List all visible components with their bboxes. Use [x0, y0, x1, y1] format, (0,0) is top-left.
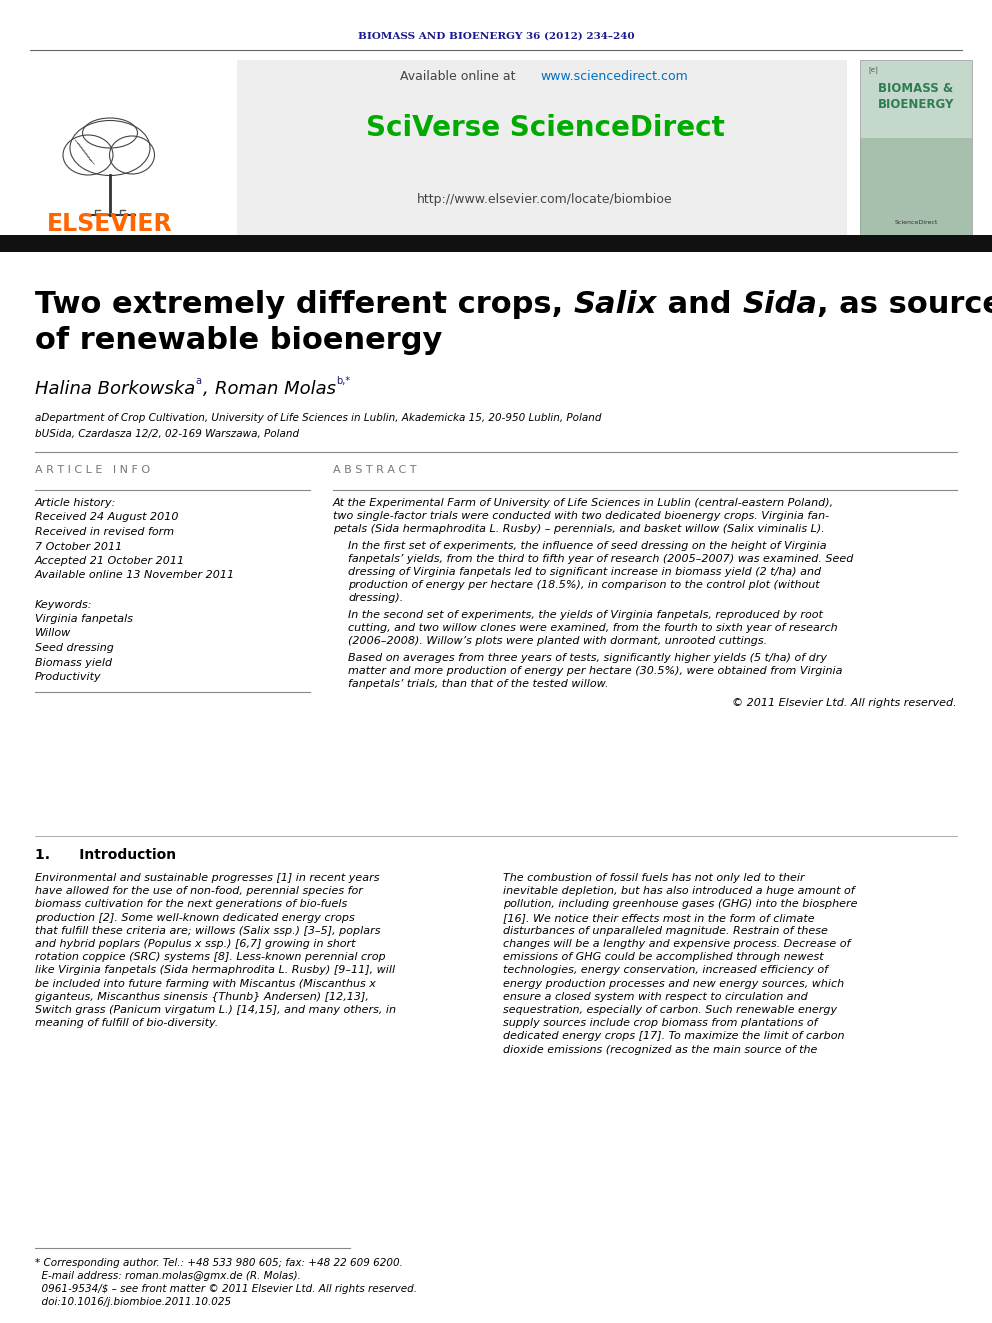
Text: ELSEVIER: ELSEVIER — [48, 212, 173, 235]
Text: like Virginia fanpetals (Sida hermaphrodita L. Rusby) [9–11], will: like Virginia fanpetals (Sida hermaphrod… — [35, 966, 395, 975]
Text: biomass cultivation for the next generations of bio-fuels: biomass cultivation for the next generat… — [35, 900, 347, 909]
Text: (2006–2008). Willow’s plots were planted with dormant, unrooted cuttings.: (2006–2008). Willow’s plots were planted… — [348, 636, 767, 646]
Text: dressing).: dressing). — [348, 593, 404, 603]
Text: Received 24 August 2010: Received 24 August 2010 — [35, 512, 179, 523]
Text: matter and more production of energy per hectare (30.5%), were obtained from Vir: matter and more production of energy per… — [348, 665, 842, 676]
Text: two single-factor trials were conducted with two dedicated bioenergy crops. Virg: two single-factor trials were conducted … — [333, 511, 829, 521]
Text: aDepartment of Crop Cultivation, University of Life Sciences in Lublin, Akademic: aDepartment of Crop Cultivation, Univers… — [35, 413, 601, 423]
Text: [16]. We notice their effects most in the form of climate: [16]. We notice their effects most in th… — [503, 913, 814, 922]
Text: Seed dressing: Seed dressing — [35, 643, 114, 654]
Text: energy production processes and new energy sources, which: energy production processes and new ener… — [503, 979, 844, 988]
Text: and: and — [657, 290, 742, 319]
Text: technologies, energy conservation, increased efficiency of: technologies, energy conservation, incre… — [503, 966, 828, 975]
Text: b,*: b,* — [335, 376, 350, 386]
Text: © 2011 Elsevier Ltd. All rights reserved.: © 2011 Elsevier Ltd. All rights reserved… — [732, 699, 957, 708]
Text: bUSida, Czardasza 12/2, 02-169 Warszawa, Poland: bUSida, Czardasza 12/2, 02-169 Warszawa,… — [35, 429, 300, 439]
Bar — [860, 60, 972, 238]
Text: BIOENERGY: BIOENERGY — [878, 98, 954, 111]
Text: Halina Borkowska: Halina Borkowska — [35, 380, 195, 398]
Text: Productivity: Productivity — [35, 672, 101, 681]
Text: Switch grass (Panicum virgatum L.) [14,15], and many others, in: Switch grass (Panicum virgatum L.) [14,1… — [35, 1005, 396, 1015]
Text: Virginia fanpetals: Virginia fanpetals — [35, 614, 133, 624]
Text: In the first set of experiments, the influence of seed dressing on the height of: In the first set of experiments, the inf… — [348, 541, 826, 550]
Text: fanpetals’ trials, than that of the tested willow.: fanpetals’ trials, than that of the test… — [348, 679, 608, 689]
Text: meaning of fulfill of bio-diversity.: meaning of fulfill of bio-diversity. — [35, 1019, 218, 1028]
Text: 1.      Introduction: 1. Introduction — [35, 848, 177, 863]
Text: of renewable bioenergy: of renewable bioenergy — [35, 325, 442, 355]
Text: rotation coppice (SRC) systems [8]. Less-known perennial crop: rotation coppice (SRC) systems [8]. Less… — [35, 953, 386, 962]
Text: Received in revised form: Received in revised form — [35, 527, 175, 537]
Text: Willow: Willow — [35, 628, 71, 639]
Text: production of energy per hectare (18.5%), in comparison to the control plot (wit: production of energy per hectare (18.5%)… — [348, 579, 819, 590]
Text: ensure a closed system with respect to circulation and: ensure a closed system with respect to c… — [503, 992, 807, 1002]
Text: Accepted 21 October 2011: Accepted 21 October 2011 — [35, 556, 186, 566]
Text: E-mail address: roman.molas@gmx.de (R. Molas).: E-mail address: roman.molas@gmx.de (R. M… — [35, 1271, 301, 1281]
Text: 7 October 2011: 7 October 2011 — [35, 541, 122, 552]
Text: doi:10.1016/j.biombioe.2011.10.025: doi:10.1016/j.biombioe.2011.10.025 — [35, 1297, 231, 1307]
Text: www.sciencedirect.com: www.sciencedirect.com — [540, 70, 687, 82]
Text: dioxide emissions (recognized as the main source of the: dioxide emissions (recognized as the mai… — [503, 1045, 817, 1054]
Text: A B S T R A C T: A B S T R A C T — [333, 464, 417, 475]
Bar — [20, 60, 220, 235]
Text: 0961-9534/$ – see front matter © 2011 Elsevier Ltd. All rights reserved.: 0961-9534/$ – see front matter © 2011 El… — [35, 1285, 417, 1294]
Text: Roman Molas: Roman Molas — [214, 380, 335, 398]
Text: have allowed for the use of non-food, perennial species for: have allowed for the use of non-food, pe… — [35, 886, 363, 896]
Text: production [2]. Some well-known dedicated energy crops: production [2]. Some well-known dedicate… — [35, 913, 355, 922]
Text: http://www.elsevier.com/locate/biombioe: http://www.elsevier.com/locate/biombioe — [418, 193, 673, 206]
Text: ScienceDirect: ScienceDirect — [895, 220, 937, 225]
Text: disturbances of unparalleled magnitude. Restrain of these: disturbances of unparalleled magnitude. … — [503, 926, 828, 935]
Text: dedicated energy crops [17]. To maximize the limit of carbon: dedicated energy crops [17]. To maximize… — [503, 1032, 844, 1041]
Text: At the Experimental Farm of University of Life Sciences in Lublin (central-easte: At the Experimental Farm of University o… — [333, 497, 834, 508]
Text: changes will be a lengthy and expensive process. Decrease of: changes will be a lengthy and expensive … — [503, 939, 850, 949]
Text: Salix: Salix — [574, 290, 657, 319]
Text: Based on averages from three years of tests, significantly higher yields (5 t/ha: Based on averages from three years of te… — [348, 654, 827, 663]
Text: A R T I C L E   I N F O: A R T I C L E I N F O — [35, 464, 150, 475]
Text: Keywords:: Keywords: — [35, 599, 92, 610]
Text: cutting, and two willow clones were examined, from the fourth to sixth year of r: cutting, and two willow clones were exam… — [348, 623, 837, 632]
Text: that fulfill these criteria are; willows (Salix ssp.) [3–5], poplars: that fulfill these criteria are; willows… — [35, 926, 381, 935]
Text: inevitable depletion, but has also introduced a huge amount of: inevitable depletion, but has also intro… — [503, 886, 855, 896]
Bar — [860, 138, 972, 238]
Text: pollution, including greenhouse gases (GHG) into the biosphere: pollution, including greenhouse gases (G… — [503, 900, 857, 909]
Text: a: a — [195, 376, 201, 386]
Text: Sida: Sida — [742, 290, 817, 319]
Text: BIOMASS AND BIOENERGY 36 (2012) 234–240: BIOMASS AND BIOENERGY 36 (2012) 234–240 — [358, 32, 634, 41]
Text: Available online 13 November 2011: Available online 13 November 2011 — [35, 570, 235, 581]
Text: and hybrid poplars (Populus x ssp.) [6,7] growing in short: and hybrid poplars (Populus x ssp.) [6,7… — [35, 939, 355, 949]
Text: emissions of GHG could be accomplished through newest: emissions of GHG could be accomplished t… — [503, 953, 823, 962]
Text: Two extremely different crops,: Two extremely different crops, — [35, 290, 574, 319]
Text: SciVerse ScienceDirect: SciVerse ScienceDirect — [366, 114, 724, 142]
Text: sequestration, especially of carbon. Such renewable energy: sequestration, especially of carbon. Suc… — [503, 1005, 837, 1015]
Text: * Corresponding author. Tel.: +48 533 980 605; fax: +48 22 609 6200.: * Corresponding author. Tel.: +48 533 98… — [35, 1258, 403, 1267]
Text: giganteus, Miscanthus sinensis {Thunb} Andersen) [12,13],: giganteus, Miscanthus sinensis {Thunb} A… — [35, 992, 369, 1002]
Text: Article history:: Article history: — [35, 497, 116, 508]
Text: petals (Sida hermaphrodita L. Rusby) – perennials, and basket willow (Salix vimi: petals (Sida hermaphrodita L. Rusby) – p… — [333, 524, 824, 534]
Text: fanpetals’ yields, from the third to fifth year of research (2005–2007) was exam: fanpetals’ yields, from the third to fif… — [348, 554, 853, 564]
Text: be included into future farming with Miscantus (Miscanthus x: be included into future farming with Mis… — [35, 979, 376, 988]
Bar — [237, 60, 847, 238]
Text: Biomass yield: Biomass yield — [35, 658, 112, 668]
Text: In the second set of experiments, the yields of Virginia fanpetals, reproduced b: In the second set of experiments, the yi… — [348, 610, 823, 620]
Text: dressing of Virginia fanpetals led to significant increase in biomass yield (2 t: dressing of Virginia fanpetals led to si… — [348, 568, 821, 577]
Bar — [0, 235, 992, 251]
Text: ,: , — [203, 380, 214, 398]
Text: Available online at: Available online at — [400, 70, 520, 82]
Text: , as sources: , as sources — [817, 290, 992, 319]
Text: supply sources include crop biomass from plantations of: supply sources include crop biomass from… — [503, 1019, 817, 1028]
Text: [e]: [e] — [868, 66, 878, 73]
Text: BIOMASS &: BIOMASS & — [879, 82, 953, 94]
Text: Environmental and sustainable progresses [1] in recent years: Environmental and sustainable progresses… — [35, 873, 380, 882]
Text: The combustion of fossil fuels has not only led to their: The combustion of fossil fuels has not o… — [503, 873, 805, 882]
